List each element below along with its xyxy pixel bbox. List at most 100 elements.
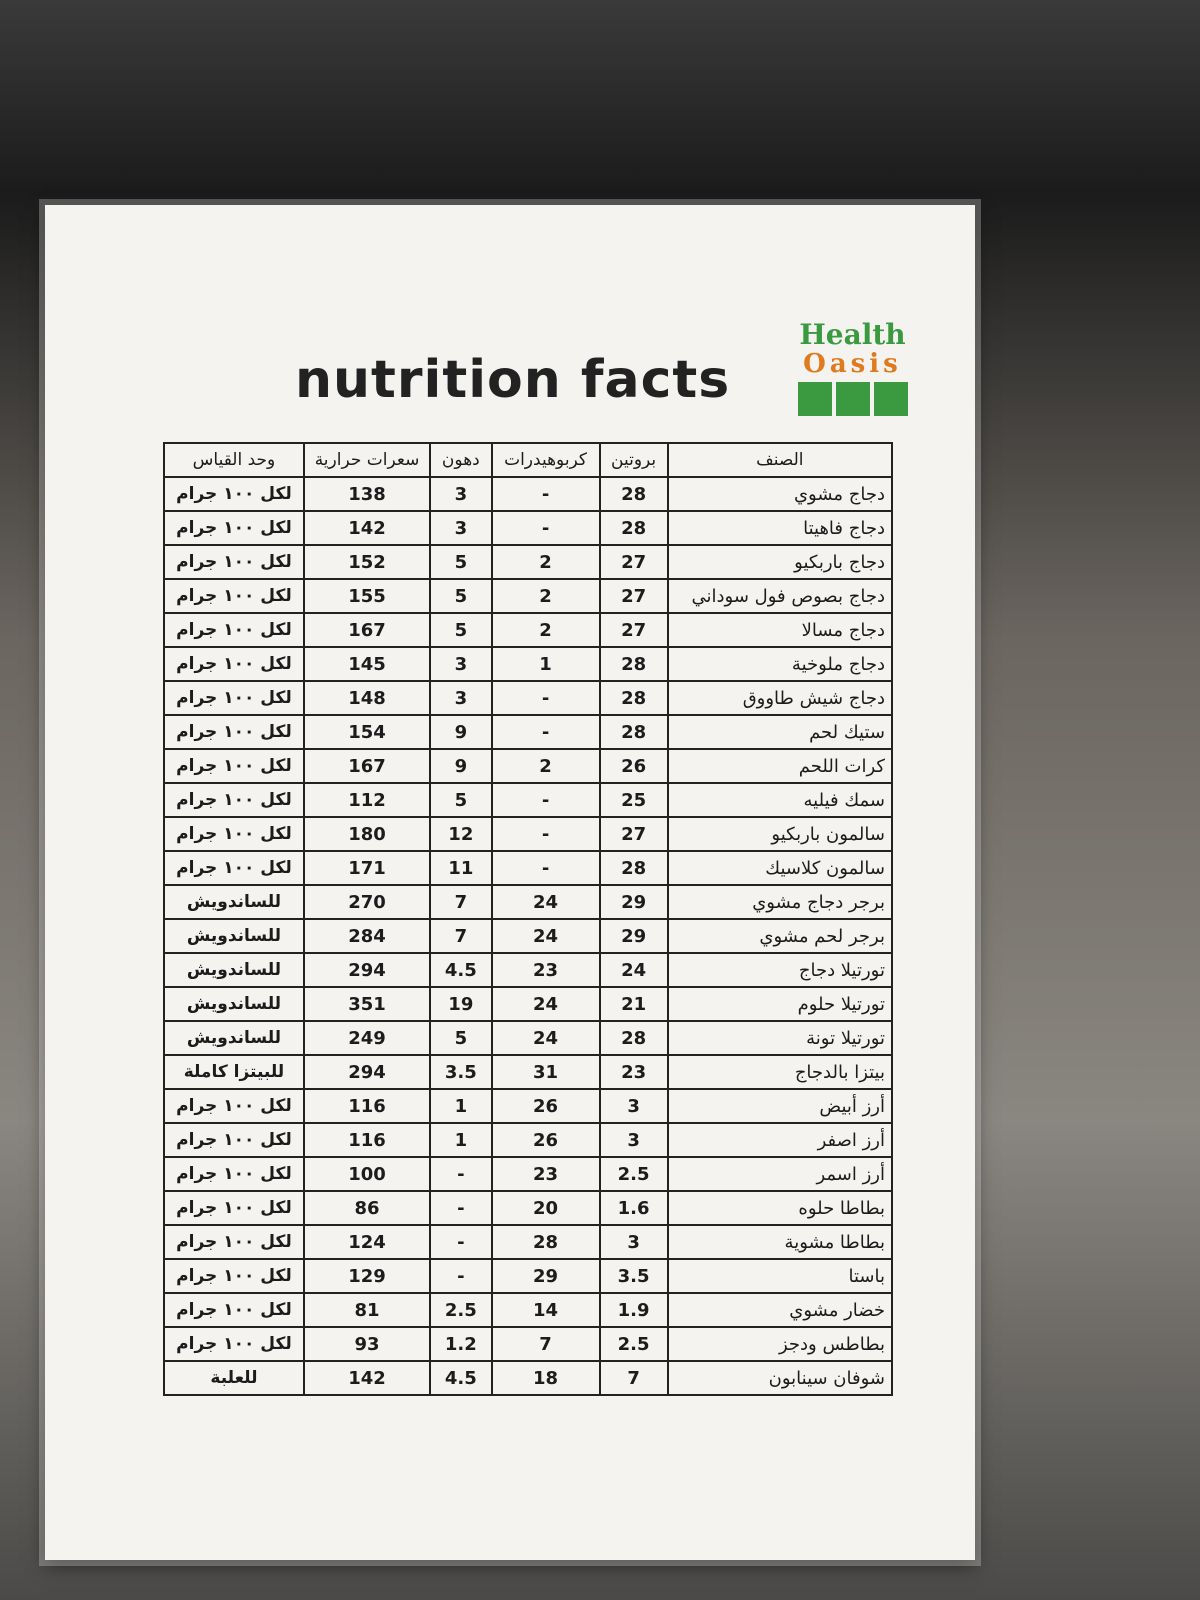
value-cell: 7 (429, 918, 493, 954)
value-cell: 81 (302, 1292, 432, 1328)
value-cell: 154 (302, 714, 432, 750)
value-cell: 23 (490, 1156, 601, 1192)
value-cell: 1.2 (429, 1326, 493, 1362)
value-cell: 3 (429, 510, 493, 546)
value-cell: لكل ١٠٠ جرام (163, 1122, 305, 1158)
value-cell: لكل ١٠٠ جرام (163, 1292, 305, 1328)
table-row: ستيك لحم 28-9 154 لكل ١٠٠ جرام (163, 714, 894, 750)
value-cell: لكل ١٠٠ جرام (163, 1224, 305, 1260)
value-cell: 23 (490, 952, 601, 988)
value-cell: للعلبة (163, 1360, 305, 1396)
value-cell: 152 (302, 544, 432, 580)
value-cell: 4.5 (429, 952, 493, 988)
value-cell: 23 (598, 1054, 669, 1090)
value-cell: 21 (598, 986, 669, 1022)
value-cell: 93 (302, 1326, 432, 1362)
value-cell: - (429, 1224, 493, 1260)
table-row: بطاطا مشوية 3 28-124 لكل ١٠٠ جرام (163, 1224, 894, 1260)
value-cell: 3 (429, 646, 493, 682)
value-cell: لكل ١٠٠ جرام (163, 646, 305, 682)
value-cell: 3 (429, 680, 493, 716)
table-row: سمك فيليه 25-5 112 لكل ١٠٠ جرام (163, 782, 894, 818)
header-cell: الصنف (666, 442, 894, 478)
table-row: برجر دجاج مشوي 29 24 7 270 للساندويش (163, 884, 894, 920)
item-cell: بيتزا بالدجاج (666, 1054, 894, 1090)
value-cell: 27 (598, 544, 669, 580)
value-cell: للساندويش (163, 1020, 305, 1056)
value-cell: 5 (429, 578, 493, 614)
value-cell: 7 (598, 1360, 669, 1396)
value-cell: للساندويش (163, 952, 305, 988)
value-cell: 31 (490, 1054, 601, 1090)
table-row: دجاج مسالا 27 2 5 167 لكل ١٠٠ جرام (163, 612, 894, 648)
item-cell: دجاج باربكيو (666, 544, 894, 580)
table-row: دجاج بصوص فول سوداني 27 2 5 155 لكل ١٠٠ جرام (163, 578, 894, 614)
value-cell: 24 (598, 952, 669, 988)
value-cell: 1.9 (598, 1292, 669, 1328)
value-cell: - (490, 510, 601, 546)
value-cell: 24 (490, 918, 601, 954)
value-cell: 171 (302, 850, 432, 886)
table-body: دجاج مشوي 28-3 138 لكل ١٠٠ جرام دجاج فاهيتا 2… (163, 476, 894, 1396)
nutrition-sheet: Health Oasis nutrition facts الصنف بروتين… (45, 205, 975, 1560)
item-cell: ستيك لحم (666, 714, 894, 750)
value-cell: - (490, 680, 601, 716)
value-cell: لكل ١٠٠ جرام (163, 1156, 305, 1192)
value-cell: لكل ١٠٠ جرام (163, 782, 305, 818)
item-cell: تورتيلا دجاج (666, 952, 894, 988)
value-cell: لكل ١٠٠ جرام (163, 578, 305, 614)
value-cell: 2 (490, 578, 601, 614)
value-cell: لكل ١٠٠ جرام (163, 544, 305, 580)
value-cell: 100 (302, 1156, 432, 1192)
value-cell: - (490, 476, 601, 512)
value-cell: 142 (302, 1360, 432, 1396)
value-cell: 5 (429, 782, 493, 818)
value-cell: 3.5 (598, 1258, 669, 1294)
table-row: سالمون كلاسيك 28-11 171 لكل ١٠٠ جرام (163, 850, 894, 886)
table-row: أرز اسمر 2.5 23-100 لكل ١٠٠ جرام (163, 1156, 894, 1192)
logo-icons (790, 382, 915, 416)
item-cell: دجاج مشوي (666, 476, 894, 512)
item-cell: سالمون كلاسيك (666, 850, 894, 886)
logo: Health Oasis (790, 320, 915, 416)
value-cell: 294 (302, 952, 432, 988)
value-cell: 148 (302, 680, 432, 716)
value-cell: 112 (302, 782, 432, 818)
table-row: باستا 3.5 29-129 لكل ١٠٠ جرام (163, 1258, 894, 1294)
value-cell: 28 (490, 1224, 601, 1260)
value-cell: 180 (302, 816, 432, 852)
value-cell: 3 (598, 1088, 669, 1124)
table-row: دجاج شيش طاووق 28-3 148 لكل ١٠٠ جرام (163, 680, 894, 716)
value-cell: - (429, 1190, 493, 1226)
value-cell: 4.5 (429, 1360, 493, 1396)
value-cell: للساندويش (163, 918, 305, 954)
value-cell: 1 (490, 646, 601, 682)
value-cell: لكل ١٠٠ جرام (163, 1190, 305, 1226)
value-cell: 3 (598, 1224, 669, 1260)
table-row: كرات اللحم 26 2 9 167 لكل ١٠٠ جرام (163, 748, 894, 784)
value-cell: 7 (429, 884, 493, 920)
table-row: تورتيلا تونة 28 24 5 249 للساندويش (163, 1020, 894, 1056)
header-cell: بروتين (598, 442, 669, 478)
item-cell: بطاطا حلوه (666, 1190, 894, 1226)
value-cell: 11 (429, 850, 493, 886)
value-cell: للساندويش (163, 986, 305, 1022)
item-cell: أرز اسمر (666, 1156, 894, 1192)
table-row: سالمون باربكيو 27-12 180 لكل ١٠٠ جرام (163, 816, 894, 852)
logo-line1: Health (799, 318, 906, 351)
value-cell: 24 (490, 986, 601, 1022)
value-cell: 27 (598, 578, 669, 614)
item-cell: باستا (666, 1258, 894, 1294)
value-cell: 2 (490, 612, 601, 648)
table-row: خضار مشوي 1.9 14 2.5 81 لكل ١٠٠ جرام (163, 1292, 894, 1328)
value-cell: 167 (302, 612, 432, 648)
value-cell: 3 (429, 476, 493, 512)
value-cell: لكل ١٠٠ جرام (163, 714, 305, 750)
nutrition-table: الصنف بروتين كربوهيدرات دهون سعرات حرارية وحد… (163, 442, 894, 1396)
value-cell: 249 (302, 1020, 432, 1056)
table-row: تورتيلا حلوم 21 24 19 351 للساندويش (163, 986, 894, 1022)
value-cell: - (490, 782, 601, 818)
item-cell: كرات اللحم (666, 748, 894, 784)
value-cell: - (490, 816, 601, 852)
value-cell: 29 (598, 918, 669, 954)
